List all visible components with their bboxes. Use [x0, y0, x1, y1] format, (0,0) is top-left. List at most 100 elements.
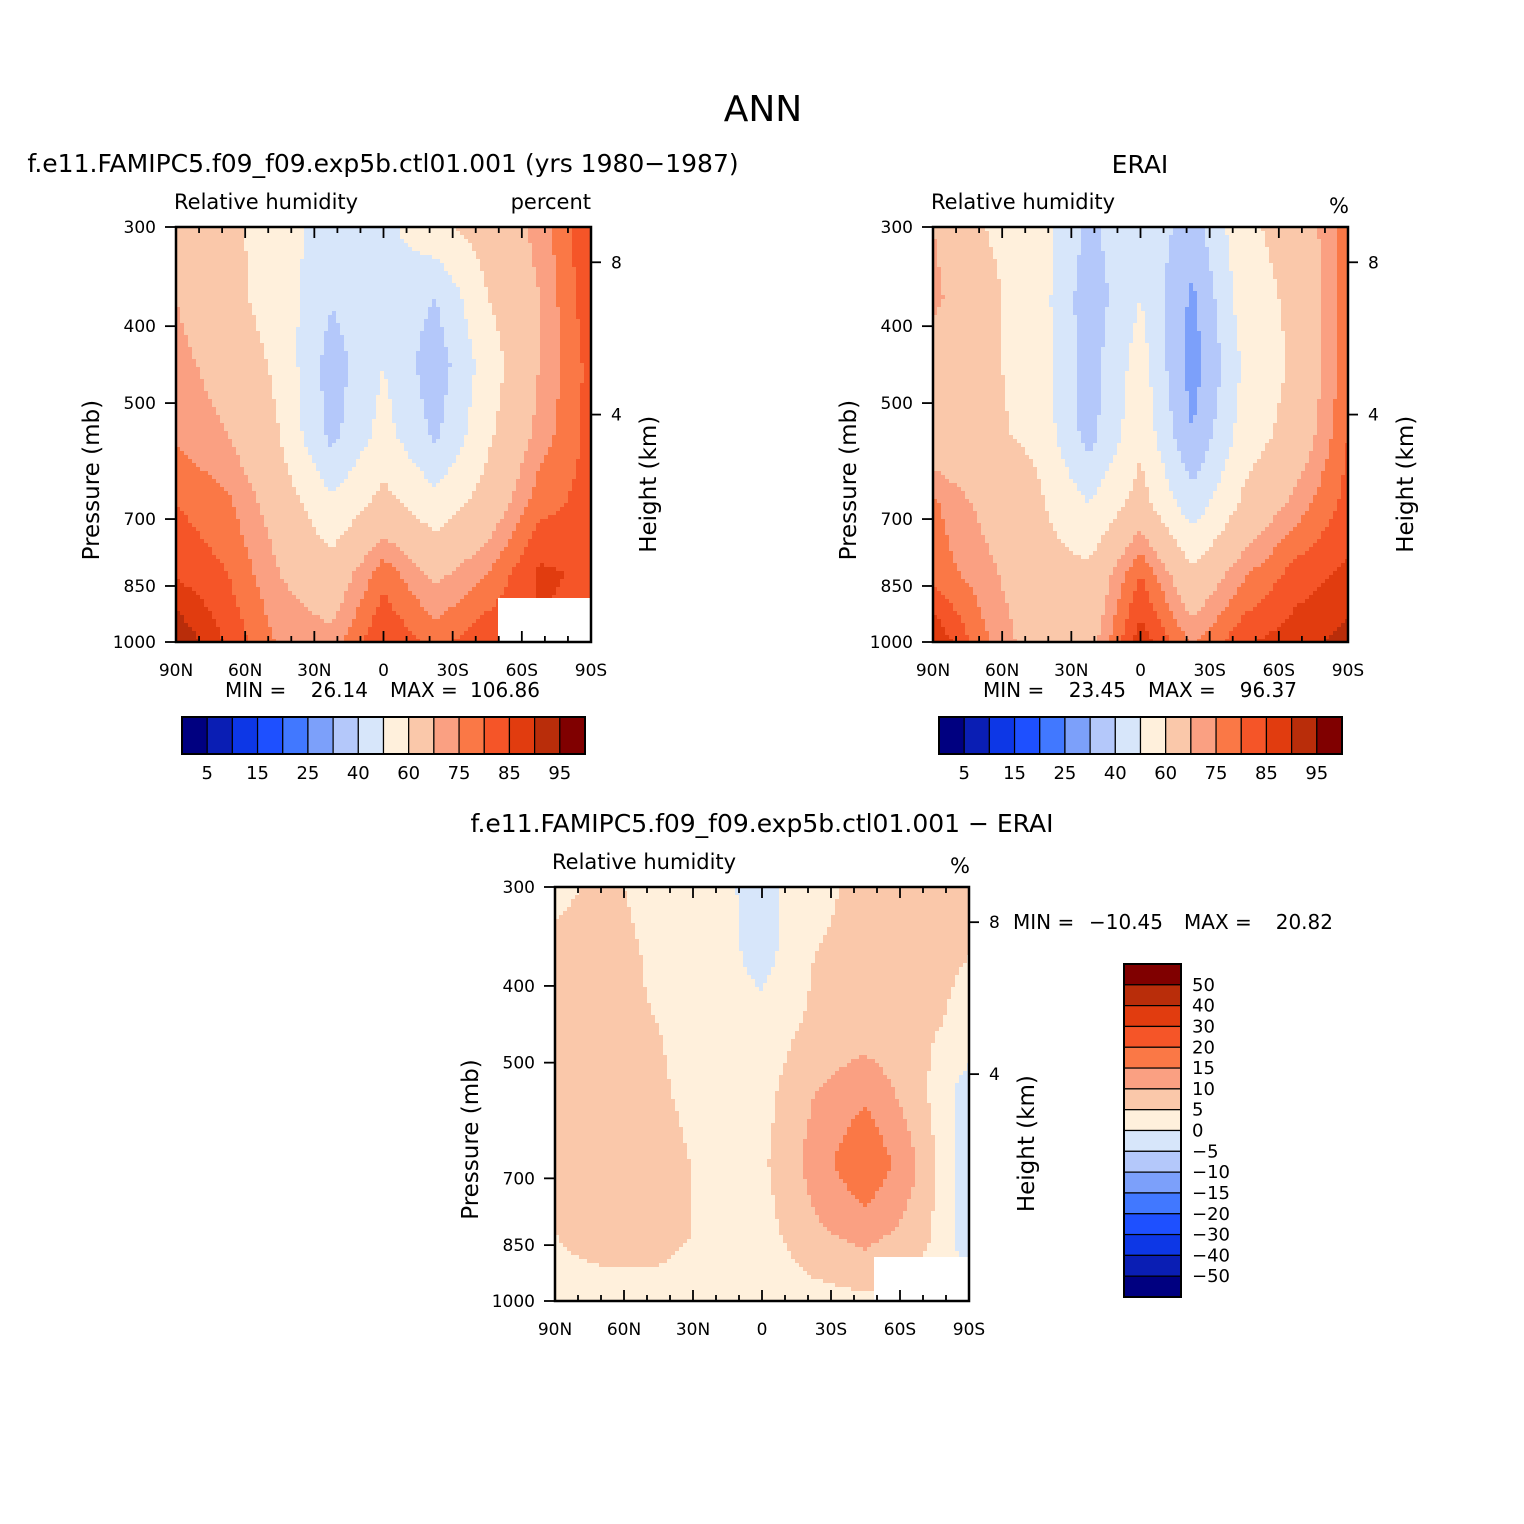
model-cell [556, 243, 561, 248]
model-cell [208, 303, 213, 308]
model-cell [184, 307, 189, 312]
model-cell [288, 307, 293, 312]
model-cell [420, 307, 425, 312]
model-cell [364, 379, 369, 384]
model-cell [452, 383, 457, 388]
model-cell [284, 315, 289, 320]
model-cell [188, 279, 193, 284]
model-cell [372, 263, 377, 268]
model-cell [284, 243, 289, 248]
model-cell [480, 395, 485, 400]
model-cell [420, 319, 425, 324]
model-cell [460, 379, 465, 384]
model-cell [532, 387, 537, 392]
model-cell [236, 319, 241, 324]
model-cell [236, 383, 241, 388]
model-cell [340, 267, 345, 272]
model-cell [468, 303, 473, 308]
model-cell [396, 255, 401, 260]
model-cell [232, 403, 237, 408]
model-cell [240, 375, 245, 380]
model-cell [240, 303, 245, 308]
model-cell [452, 295, 457, 300]
model-cell [372, 307, 377, 312]
model-cell [404, 287, 409, 292]
model-cell [488, 315, 493, 320]
model-cell [432, 247, 437, 252]
model-cell [504, 383, 509, 388]
model-cell [248, 263, 253, 268]
model-cell [532, 287, 537, 292]
model-cell [572, 307, 577, 312]
model-cell [232, 415, 237, 420]
model-cell [412, 383, 417, 388]
model-cell [392, 255, 397, 260]
model-cell [560, 263, 565, 268]
model-cell [216, 239, 221, 244]
model-cell [372, 323, 377, 328]
model-cell [488, 255, 493, 260]
model-cell [548, 403, 553, 408]
model-cell [272, 407, 277, 412]
model-cell [176, 415, 181, 420]
model-cell [196, 275, 201, 280]
model-cell [552, 315, 557, 320]
model-cell [308, 295, 313, 300]
model-cell [444, 359, 449, 364]
model-cell [336, 355, 341, 360]
model-cell [320, 339, 325, 344]
model-cell [232, 303, 237, 308]
model-cell [400, 299, 405, 304]
model-cell [264, 327, 269, 332]
model-cell [264, 303, 269, 308]
model-cell [216, 311, 221, 316]
model-cell [536, 251, 541, 256]
model-cell [540, 295, 545, 300]
model-cell [464, 399, 469, 404]
model-cell [180, 279, 185, 284]
model-cell [488, 251, 493, 256]
model-cell [360, 299, 365, 304]
model-cell [336, 251, 341, 256]
model-cell [308, 239, 313, 244]
model-cell [332, 359, 337, 364]
model-cell [516, 291, 521, 296]
model-cell [396, 247, 401, 252]
model-cell [312, 387, 317, 392]
model-cell [576, 235, 581, 240]
model-cell [516, 411, 521, 416]
model-cell [324, 335, 329, 340]
model-cell [256, 387, 261, 392]
model-cell [176, 351, 181, 356]
model-cell [568, 379, 573, 384]
model-cell [376, 295, 381, 300]
model-cell [476, 351, 481, 356]
model-cell [544, 327, 549, 332]
model-cell [388, 275, 393, 280]
model-cell [212, 351, 217, 356]
model-cell [572, 283, 577, 288]
model-cell [424, 227, 429, 232]
model-cell [476, 411, 481, 416]
model-cell [308, 375, 313, 380]
model-cell [436, 395, 441, 400]
model-cell [180, 383, 185, 388]
model-cell [560, 279, 565, 284]
model-cell [436, 271, 441, 276]
model-cell [196, 363, 201, 368]
model-cell [372, 347, 377, 352]
model-cell [368, 247, 373, 252]
model-cell [536, 263, 541, 268]
model-cell [372, 395, 377, 400]
model-cell [212, 347, 217, 352]
model-cell [540, 255, 545, 260]
model-cell [556, 231, 561, 236]
model-cell [328, 255, 333, 260]
model-cell [440, 375, 445, 380]
model-cell [264, 287, 269, 292]
model-cell [400, 399, 405, 404]
model-cell [452, 231, 457, 236]
model-cell [356, 371, 361, 376]
model-cell [448, 411, 453, 416]
model-cell [200, 247, 205, 252]
